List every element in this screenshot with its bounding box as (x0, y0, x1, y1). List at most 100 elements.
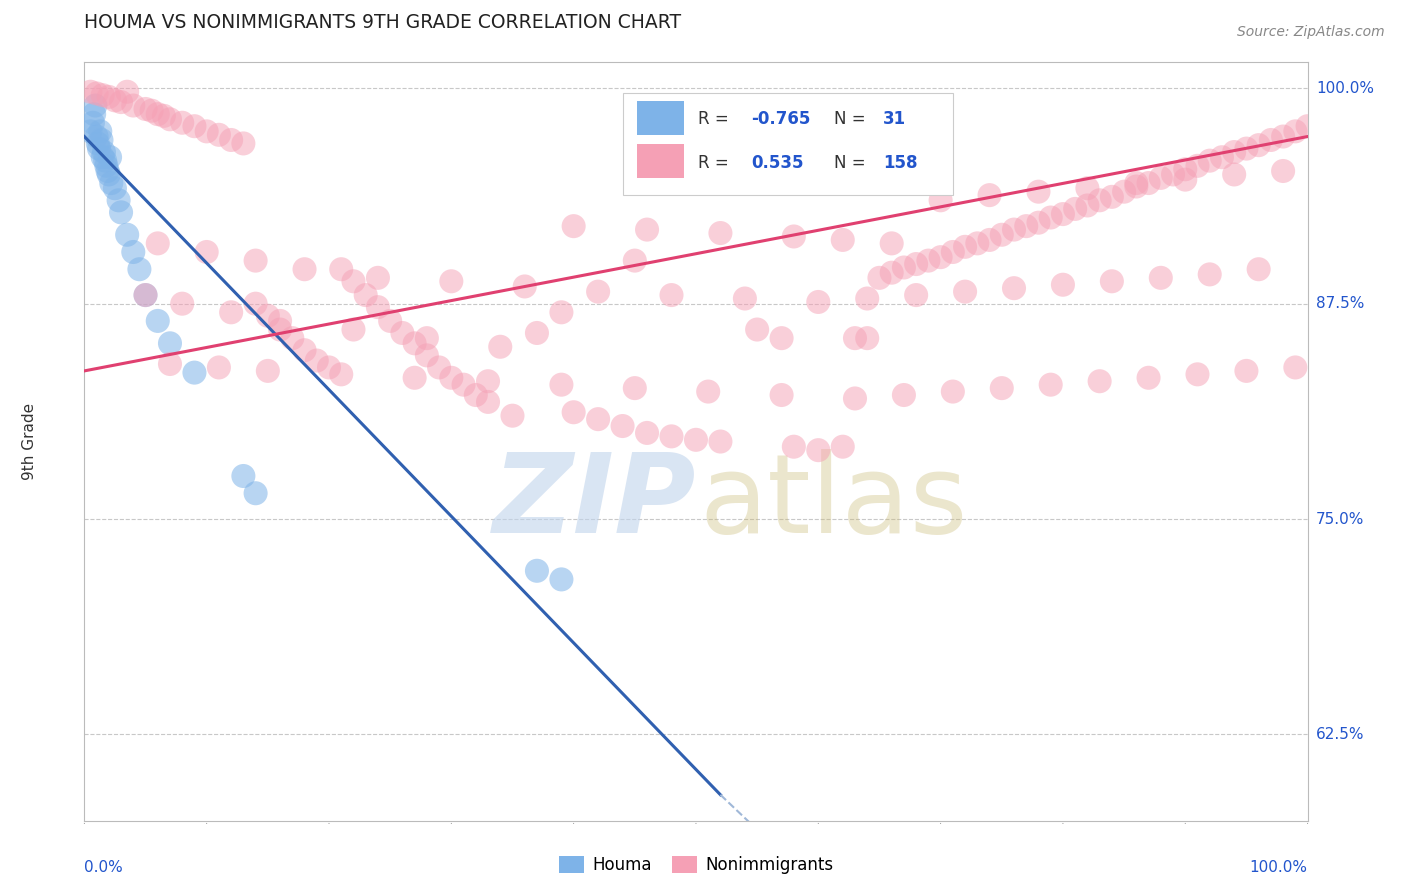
Point (269, 314, 291, 328)
Point (219, 133, 242, 147)
Point (880, 236, 903, 251)
Point (84, 98, 107, 112)
Point (208, 128, 231, 142)
Point (1088, 374, 1111, 388)
Point (416, 348, 439, 362)
Point (831, 233, 853, 247)
Point (86, 129, 108, 144)
Point (195, 124, 218, 138)
Point (219, 305, 242, 319)
Point (98, 150, 121, 164)
Point (172, 116, 194, 130)
Point (1039, 377, 1062, 392)
Point (991, 227, 1014, 242)
Point (1150, 270, 1173, 285)
Point (107, 194, 129, 208)
Point (1052, 207, 1074, 221)
Point (367, 270, 389, 285)
Point (94, 153, 117, 168)
Point (807, 443, 830, 458)
Point (342, 274, 364, 288)
Point (636, 425, 658, 440)
Point (477, 374, 499, 388)
Point (1284, 124, 1306, 138)
Bar (637, 145, 683, 178)
Point (318, 360, 340, 375)
Point (1272, 164, 1295, 178)
Point (661, 288, 683, 302)
Point (354, 288, 377, 302)
Point (807, 295, 830, 310)
Point (1223, 168, 1246, 182)
Point (831, 440, 853, 454)
Point (232, 469, 254, 483)
Point (97, 164, 120, 178)
Point (1198, 268, 1220, 282)
Point (96, 159, 118, 173)
Point (1125, 179, 1147, 194)
Point (183, 366, 205, 380)
Point (1015, 219, 1038, 234)
Point (330, 262, 353, 277)
Point (1052, 277, 1074, 292)
Point (1198, 153, 1220, 168)
Point (159, 112, 181, 127)
Point (1161, 168, 1184, 182)
Text: 9th Grade: 9th Grade (22, 403, 37, 480)
Point (122, 244, 145, 259)
Point (453, 377, 475, 392)
Point (245, 296, 267, 310)
Text: 31: 31 (883, 111, 907, 128)
Point (257, 364, 280, 378)
Point (83, 107, 105, 121)
Point (844, 392, 866, 406)
Point (141, 103, 163, 118)
Text: 100.0%: 100.0% (1250, 860, 1308, 874)
Point (586, 285, 609, 299)
Point (183, 119, 205, 133)
Point (91, 150, 114, 164)
Point (562, 219, 585, 234)
Point (929, 194, 952, 208)
Point (1260, 133, 1282, 147)
Point (1174, 162, 1197, 177)
Point (159, 336, 181, 351)
Point (93, 145, 115, 159)
Point (208, 360, 231, 375)
Point (416, 331, 439, 345)
Point (1064, 202, 1087, 216)
Text: 158: 158 (883, 153, 918, 171)
Point (953, 285, 976, 299)
Point (856, 292, 879, 306)
Text: atlas: atlas (700, 449, 969, 556)
Point (685, 433, 707, 447)
Point (734, 292, 756, 306)
Text: 75.0%: 75.0% (1316, 512, 1364, 526)
Point (942, 384, 965, 399)
Point (153, 109, 176, 123)
Point (1187, 368, 1209, 382)
Point (440, 371, 463, 385)
Point (979, 233, 1001, 247)
Point (513, 279, 536, 293)
Point (1174, 172, 1197, 186)
Point (79, 85, 101, 99)
Text: 100.0%: 100.0% (1316, 81, 1374, 95)
Point (526, 326, 548, 340)
Point (550, 377, 572, 392)
Text: -0.765: -0.765 (751, 111, 810, 128)
Point (844, 331, 866, 345)
Point (1028, 185, 1050, 199)
Point (1284, 360, 1306, 375)
Point (770, 388, 793, 402)
Point (1211, 150, 1233, 164)
Point (330, 368, 353, 382)
Text: 0.0%: 0.0% (84, 860, 124, 874)
Point (624, 381, 647, 395)
Point (1101, 274, 1123, 288)
Text: 0.535: 0.535 (751, 153, 803, 171)
Point (1223, 145, 1246, 159)
Point (1125, 176, 1147, 190)
Point (1236, 142, 1258, 156)
Point (612, 419, 634, 434)
